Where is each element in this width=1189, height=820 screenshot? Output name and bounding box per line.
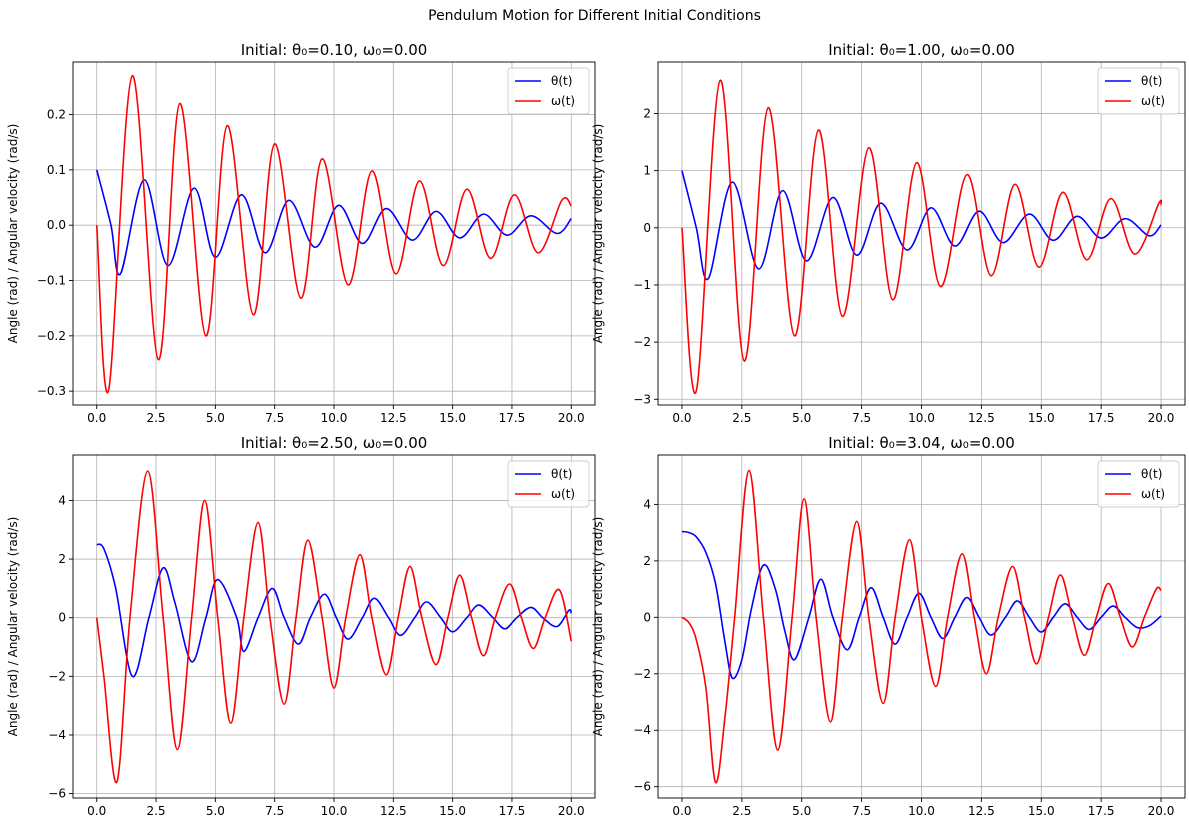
legend-box — [1097, 460, 1180, 508]
x-tick-label: 15.0 — [1028, 411, 1055, 422]
x-tick-label: 2.5 — [732, 411, 751, 422]
series-theta-line — [96, 543, 573, 678]
series-omega-line — [681, 469, 1162, 784]
x-tick-label: 2.5 — [146, 411, 165, 422]
y-tick-label: 0.2 — [47, 108, 66, 122]
series-theta-line — [681, 530, 1162, 680]
x-tick-label: 12.5 — [968, 411, 995, 422]
y-axis-label: Angle (rad) / Angular velocity (rad/s) — [6, 124, 20, 344]
x-tick-label: 5.0 — [206, 411, 225, 422]
legend: θ(t) ω(t) — [507, 460, 590, 508]
chart-title: Initial: θ₀=3.04, ω₀=0.00 — [828, 434, 1015, 452]
x-tick-label: 20.0 — [558, 804, 585, 818]
y-tick-label: −4 — [633, 723, 651, 737]
x-tick-label: 17.5 — [499, 804, 526, 818]
legend: θ(t) ω(t) — [507, 67, 590, 115]
series-omega-line — [95, 75, 572, 394]
grid — [73, 62, 595, 405]
legend-box — [507, 67, 590, 115]
figure-title: Pendulum Motion for Different Initial Co… — [428, 8, 761, 24]
y-tick-label: 4 — [643, 497, 651, 511]
chart-panel-top-left: 0.0 2.5 5.0 7.5 10.0 12.5 15.0 17.5 20.0 −0.3 −0.2… — [6, 41, 596, 422]
x-tick-label: 17.5 — [1088, 411, 1115, 422]
chart-panel-bottom-right: 0.0 2.5 5.0 7.5 10.0 12.5 15.0 17.5 20.0 −6 −4 −2 0 2… — [591, 434, 1186, 818]
x-tick-label: 15.0 — [439, 804, 466, 818]
y-tick-label: 0 — [58, 611, 66, 625]
y-tick-label: −2 — [48, 669, 66, 683]
y-tick-label: 0.1 — [47, 163, 66, 177]
x-tick-label: 0.0 — [87, 804, 106, 818]
legend-label: ω(t) — [1141, 487, 1165, 501]
y-tick-label: 2 — [643, 554, 651, 568]
x-tick-label: 5.0 — [206, 804, 225, 818]
chart-panel-bottom-left: 0.0 2.5 5.0 7.5 10.0 12.5 15.0 17.5 20.0 −6 −4 −2 0 2… — [6, 434, 596, 818]
x-tick-label: 0.0 — [87, 411, 106, 422]
x-tick-label: 7.5 — [265, 411, 284, 422]
x-tick-label: 7.5 — [852, 411, 871, 422]
chart-panel-top-right: 0.0 2.5 5.0 7.5 10.0 12.5 15.0 17.5 20.0 −3 −2 −1 0 1… — [591, 41, 1186, 422]
y-tick-label: −3 — [633, 392, 651, 406]
x-tick-label: 0.0 — [672, 411, 691, 422]
x-tick-label: 2.5 — [146, 804, 165, 818]
chart-title: Initial: θ₀=0.10, ω₀=0.00 — [241, 41, 428, 59]
y-tick-label: 1 — [643, 164, 651, 178]
y-tick-label: −6 — [48, 787, 66, 801]
legend: θ(t) ω(t) — [1097, 460, 1180, 508]
x-tick-label: 0.0 — [672, 804, 691, 818]
legend-label: θ(t) — [1141, 74, 1162, 88]
y-tick-label: 2 — [643, 106, 651, 120]
x-tick-label: 10.0 — [908, 411, 935, 422]
series-omega-line — [95, 470, 573, 784]
chart-title: Initial: θ₀=2.50, ω₀=0.00 — [241, 434, 428, 452]
x-tick-label: 5.0 — [792, 411, 811, 422]
y-tick-label: −0.3 — [37, 384, 66, 398]
y-tick-label: −2 — [633, 667, 651, 681]
x-tick-label: 12.5 — [380, 411, 407, 422]
y-tick-label: 4 — [58, 493, 66, 507]
x-tick-label: 12.5 — [968, 804, 995, 818]
grid — [73, 455, 595, 798]
x-tick-label: 7.5 — [265, 804, 284, 818]
x-tick-label: 5.0 — [792, 804, 811, 818]
legend-label: θ(t) — [1141, 467, 1162, 481]
y-tick-label: 2 — [58, 552, 66, 566]
y-axis-label: Angle (rad) / Angular velocity (rad/s) — [591, 517, 605, 737]
x-tick-label: 15.0 — [439, 411, 466, 422]
y-axis-label: Angle (rad) / Angular velocity (rad/s) — [6, 517, 20, 737]
chart-title: Initial: θ₀=1.00, ω₀=0.00 — [828, 41, 1015, 59]
y-tick-label: 0 — [643, 221, 651, 235]
y-tick-label: −0.2 — [37, 329, 66, 343]
legend: θ(t) ω(t) — [1097, 67, 1180, 115]
x-tick-label: 2.5 — [732, 804, 751, 818]
x-tick-label: 12.5 — [380, 804, 407, 818]
x-tick-label: 20.0 — [558, 411, 585, 422]
y-axis-label: Angle (rad) / Angular velocity (rad/s) — [591, 124, 605, 344]
legend-box — [507, 460, 590, 508]
legend-label: θ(t) — [551, 74, 572, 88]
y-tick-label: −4 — [48, 728, 66, 742]
legend-label: ω(t) — [1141, 94, 1165, 108]
x-tick-label: 20.0 — [1148, 804, 1175, 818]
y-tick-label: −0.1 — [37, 274, 66, 288]
y-tick-label: −6 — [633, 780, 651, 794]
legend-label: ω(t) — [551, 94, 575, 108]
legend-label: ω(t) — [551, 487, 575, 501]
series-theta-line — [681, 170, 1162, 281]
x-tick-label: 10.0 — [321, 804, 348, 818]
x-tick-label: 15.0 — [1028, 804, 1055, 818]
x-tick-label: 7.5 — [852, 804, 871, 818]
series-omega-line — [681, 79, 1163, 395]
y-tick-label: −2 — [633, 335, 651, 349]
y-tick-label: −1 — [633, 278, 651, 292]
legend-label: θ(t) — [551, 467, 572, 481]
x-tick-label: 20.0 — [1148, 411, 1175, 422]
y-tick-label: 0.0 — [47, 218, 66, 232]
legend-box — [1097, 67, 1180, 115]
x-tick-label: 17.5 — [499, 411, 526, 422]
x-tick-label: 10.0 — [908, 804, 935, 818]
x-tick-label: 17.5 — [1088, 804, 1115, 818]
x-tick-label: 10.0 — [321, 411, 348, 422]
y-tick-label: 0 — [643, 610, 651, 624]
